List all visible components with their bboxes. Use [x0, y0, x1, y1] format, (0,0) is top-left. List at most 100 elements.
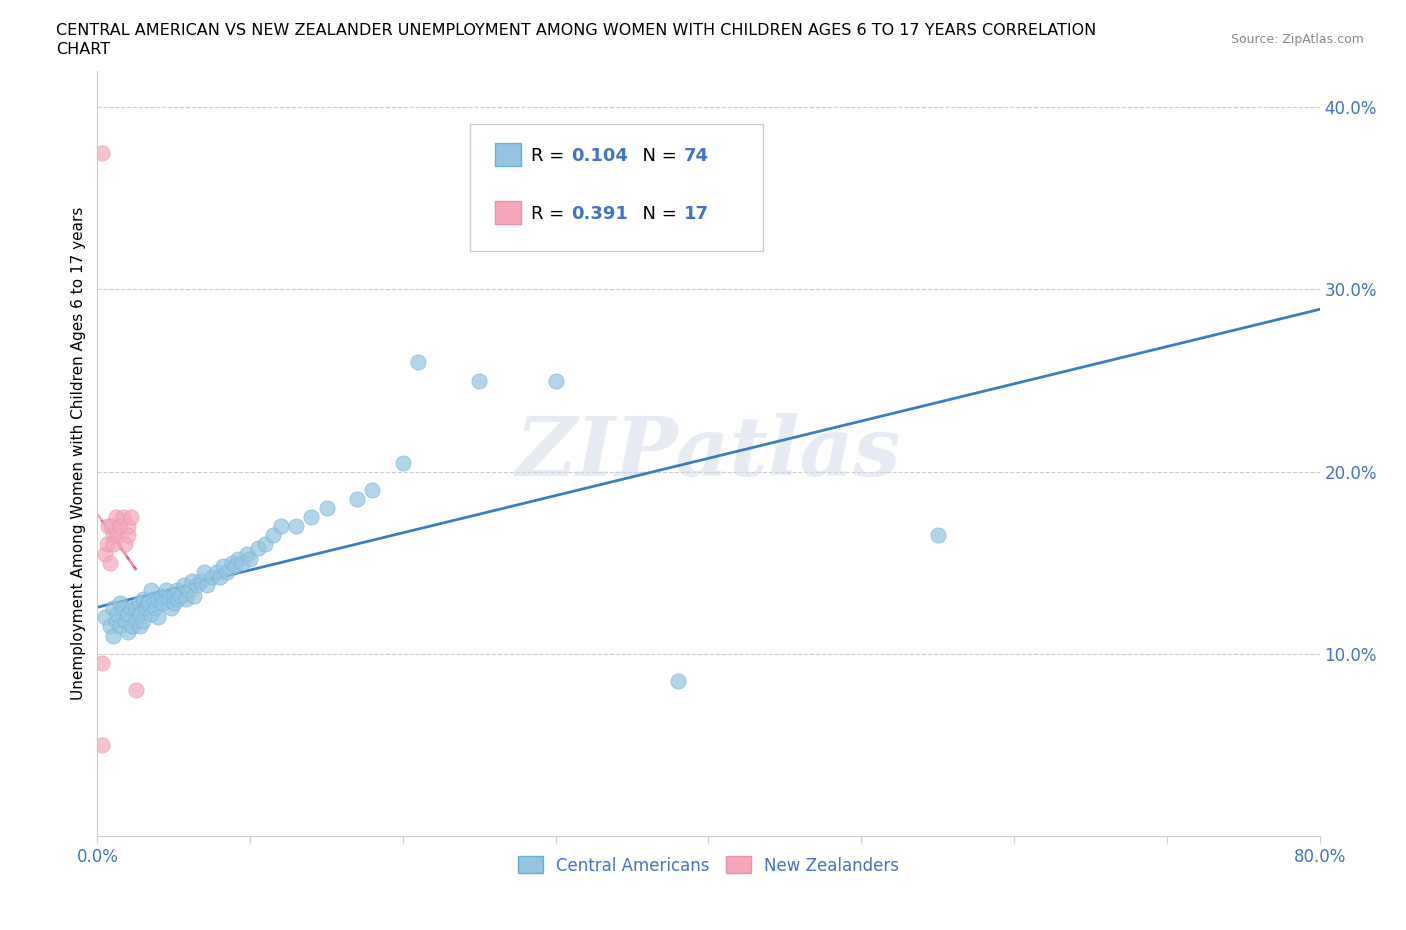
- Point: [105, 606, 128, 621]
- Point: [124, 683, 146, 698]
- Point: [129, 619, 152, 634]
- Point: [112, 601, 135, 616]
- Text: 0.391: 0.391: [572, 205, 628, 222]
- Point: [163, 595, 186, 610]
- Point: [139, 606, 162, 621]
- Text: R =: R =: [531, 147, 571, 166]
- FancyBboxPatch shape: [470, 125, 763, 250]
- Text: 17: 17: [685, 205, 709, 222]
- Point: [315, 500, 337, 515]
- Point: [132, 614, 155, 629]
- Point: [205, 565, 228, 579]
- Point: [299, 510, 322, 525]
- Point: [98, 555, 121, 570]
- FancyBboxPatch shape: [495, 143, 522, 166]
- Point: [262, 528, 284, 543]
- Point: [190, 574, 212, 589]
- Point: [285, 519, 308, 534]
- Point: [361, 483, 384, 498]
- Point: [94, 610, 117, 625]
- Point: [239, 551, 262, 566]
- Point: [110, 519, 132, 534]
- Point: [90, 145, 112, 160]
- Point: [114, 537, 136, 551]
- Point: [236, 546, 259, 561]
- Point: [145, 601, 167, 616]
- Point: [226, 551, 249, 566]
- Point: [392, 455, 415, 470]
- Point: [114, 614, 136, 629]
- Point: [97, 519, 120, 534]
- Point: [121, 619, 143, 634]
- Point: [193, 565, 215, 579]
- Point: [101, 537, 124, 551]
- Point: [94, 546, 117, 561]
- Point: [101, 628, 124, 643]
- Point: [468, 373, 491, 388]
- Point: [224, 559, 246, 574]
- Text: R =: R =: [531, 205, 571, 222]
- Point: [159, 601, 181, 616]
- Point: [136, 595, 159, 610]
- Point: [110, 619, 132, 634]
- Point: [927, 528, 949, 543]
- Point: [201, 570, 224, 585]
- Point: [117, 606, 139, 621]
- Point: [544, 373, 567, 388]
- Point: [163, 588, 186, 603]
- Point: [135, 601, 157, 616]
- Point: [100, 519, 122, 534]
- Point: [208, 570, 231, 585]
- Point: [139, 582, 162, 597]
- Point: [231, 555, 253, 570]
- Point: [346, 492, 368, 507]
- Text: CHART: CHART: [56, 42, 110, 57]
- Text: Source: ZipAtlas.com: Source: ZipAtlas.com: [1230, 33, 1364, 46]
- Point: [150, 588, 173, 603]
- Text: N =: N =: [631, 205, 683, 222]
- Point: [112, 510, 135, 525]
- Point: [221, 555, 243, 570]
- Y-axis label: Unemployment Among Women with Children Ages 6 to 17 years: Unemployment Among Women with Children A…: [72, 206, 86, 700]
- Point: [186, 578, 208, 592]
- Point: [101, 601, 124, 616]
- Point: [167, 591, 190, 606]
- Point: [217, 565, 239, 579]
- Point: [101, 528, 124, 543]
- Point: [129, 606, 152, 621]
- Point: [148, 591, 170, 606]
- Point: [181, 574, 204, 589]
- Point: [124, 614, 146, 629]
- Text: 0.104: 0.104: [572, 147, 628, 166]
- Point: [90, 656, 112, 671]
- Point: [155, 582, 177, 597]
- Point: [157, 591, 180, 606]
- Text: 74: 74: [685, 147, 709, 166]
- Point: [148, 610, 170, 625]
- Text: N =: N =: [631, 147, 683, 166]
- Point: [132, 591, 155, 606]
- Point: [120, 601, 142, 616]
- Point: [666, 673, 689, 688]
- Point: [104, 614, 127, 629]
- Point: [183, 588, 205, 603]
- Point: [173, 578, 195, 592]
- Point: [166, 582, 188, 597]
- Point: [96, 537, 118, 551]
- Point: [98, 619, 121, 634]
- Point: [120, 510, 142, 525]
- Point: [105, 528, 128, 543]
- FancyBboxPatch shape: [495, 201, 522, 224]
- Point: [406, 355, 429, 370]
- Point: [177, 582, 200, 597]
- Point: [110, 595, 132, 610]
- Point: [246, 540, 269, 555]
- Point: [117, 528, 139, 543]
- Point: [152, 595, 174, 610]
- Point: [270, 519, 292, 534]
- Point: [195, 578, 218, 592]
- Point: [254, 537, 277, 551]
- Point: [90, 737, 112, 752]
- Point: [170, 588, 193, 603]
- Point: [128, 595, 150, 610]
